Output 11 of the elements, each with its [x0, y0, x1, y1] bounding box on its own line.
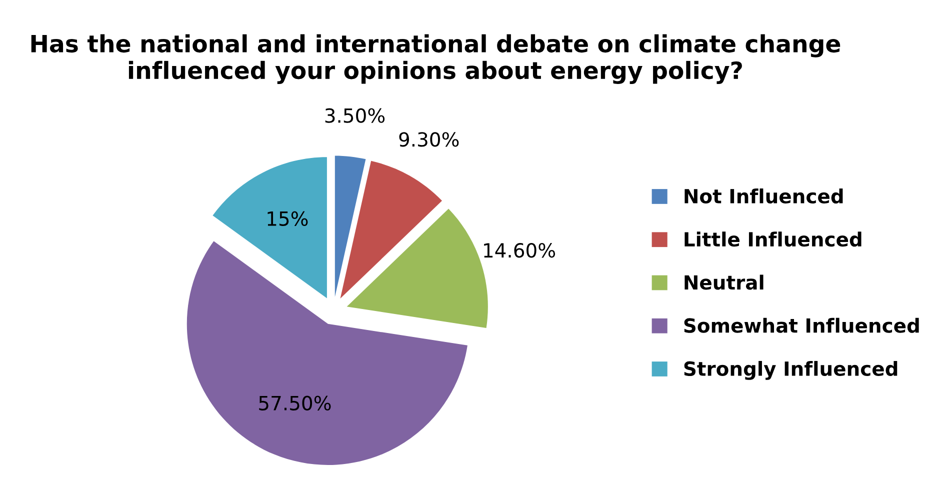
data-label: 3.50% [325, 108, 385, 123]
chart-title: Has the national and international debate on climate change influenced your opinions about energy policy? [31, 34, 840, 84]
legend-label: Not Influenced [684, 188, 843, 204]
data-label: 14.60% [484, 243, 556, 258]
legend-label: Neutral [684, 274, 764, 290]
data-label: 57.50% [259, 396, 331, 410]
legend-label: Strongly Influenced [684, 360, 898, 380]
legend-label: Little Influenced [684, 232, 862, 247]
data-label: 15% [268, 211, 308, 226]
data-label: 9.30% [399, 132, 459, 147]
legend-label: Somewhat Influenced [684, 318, 919, 333]
